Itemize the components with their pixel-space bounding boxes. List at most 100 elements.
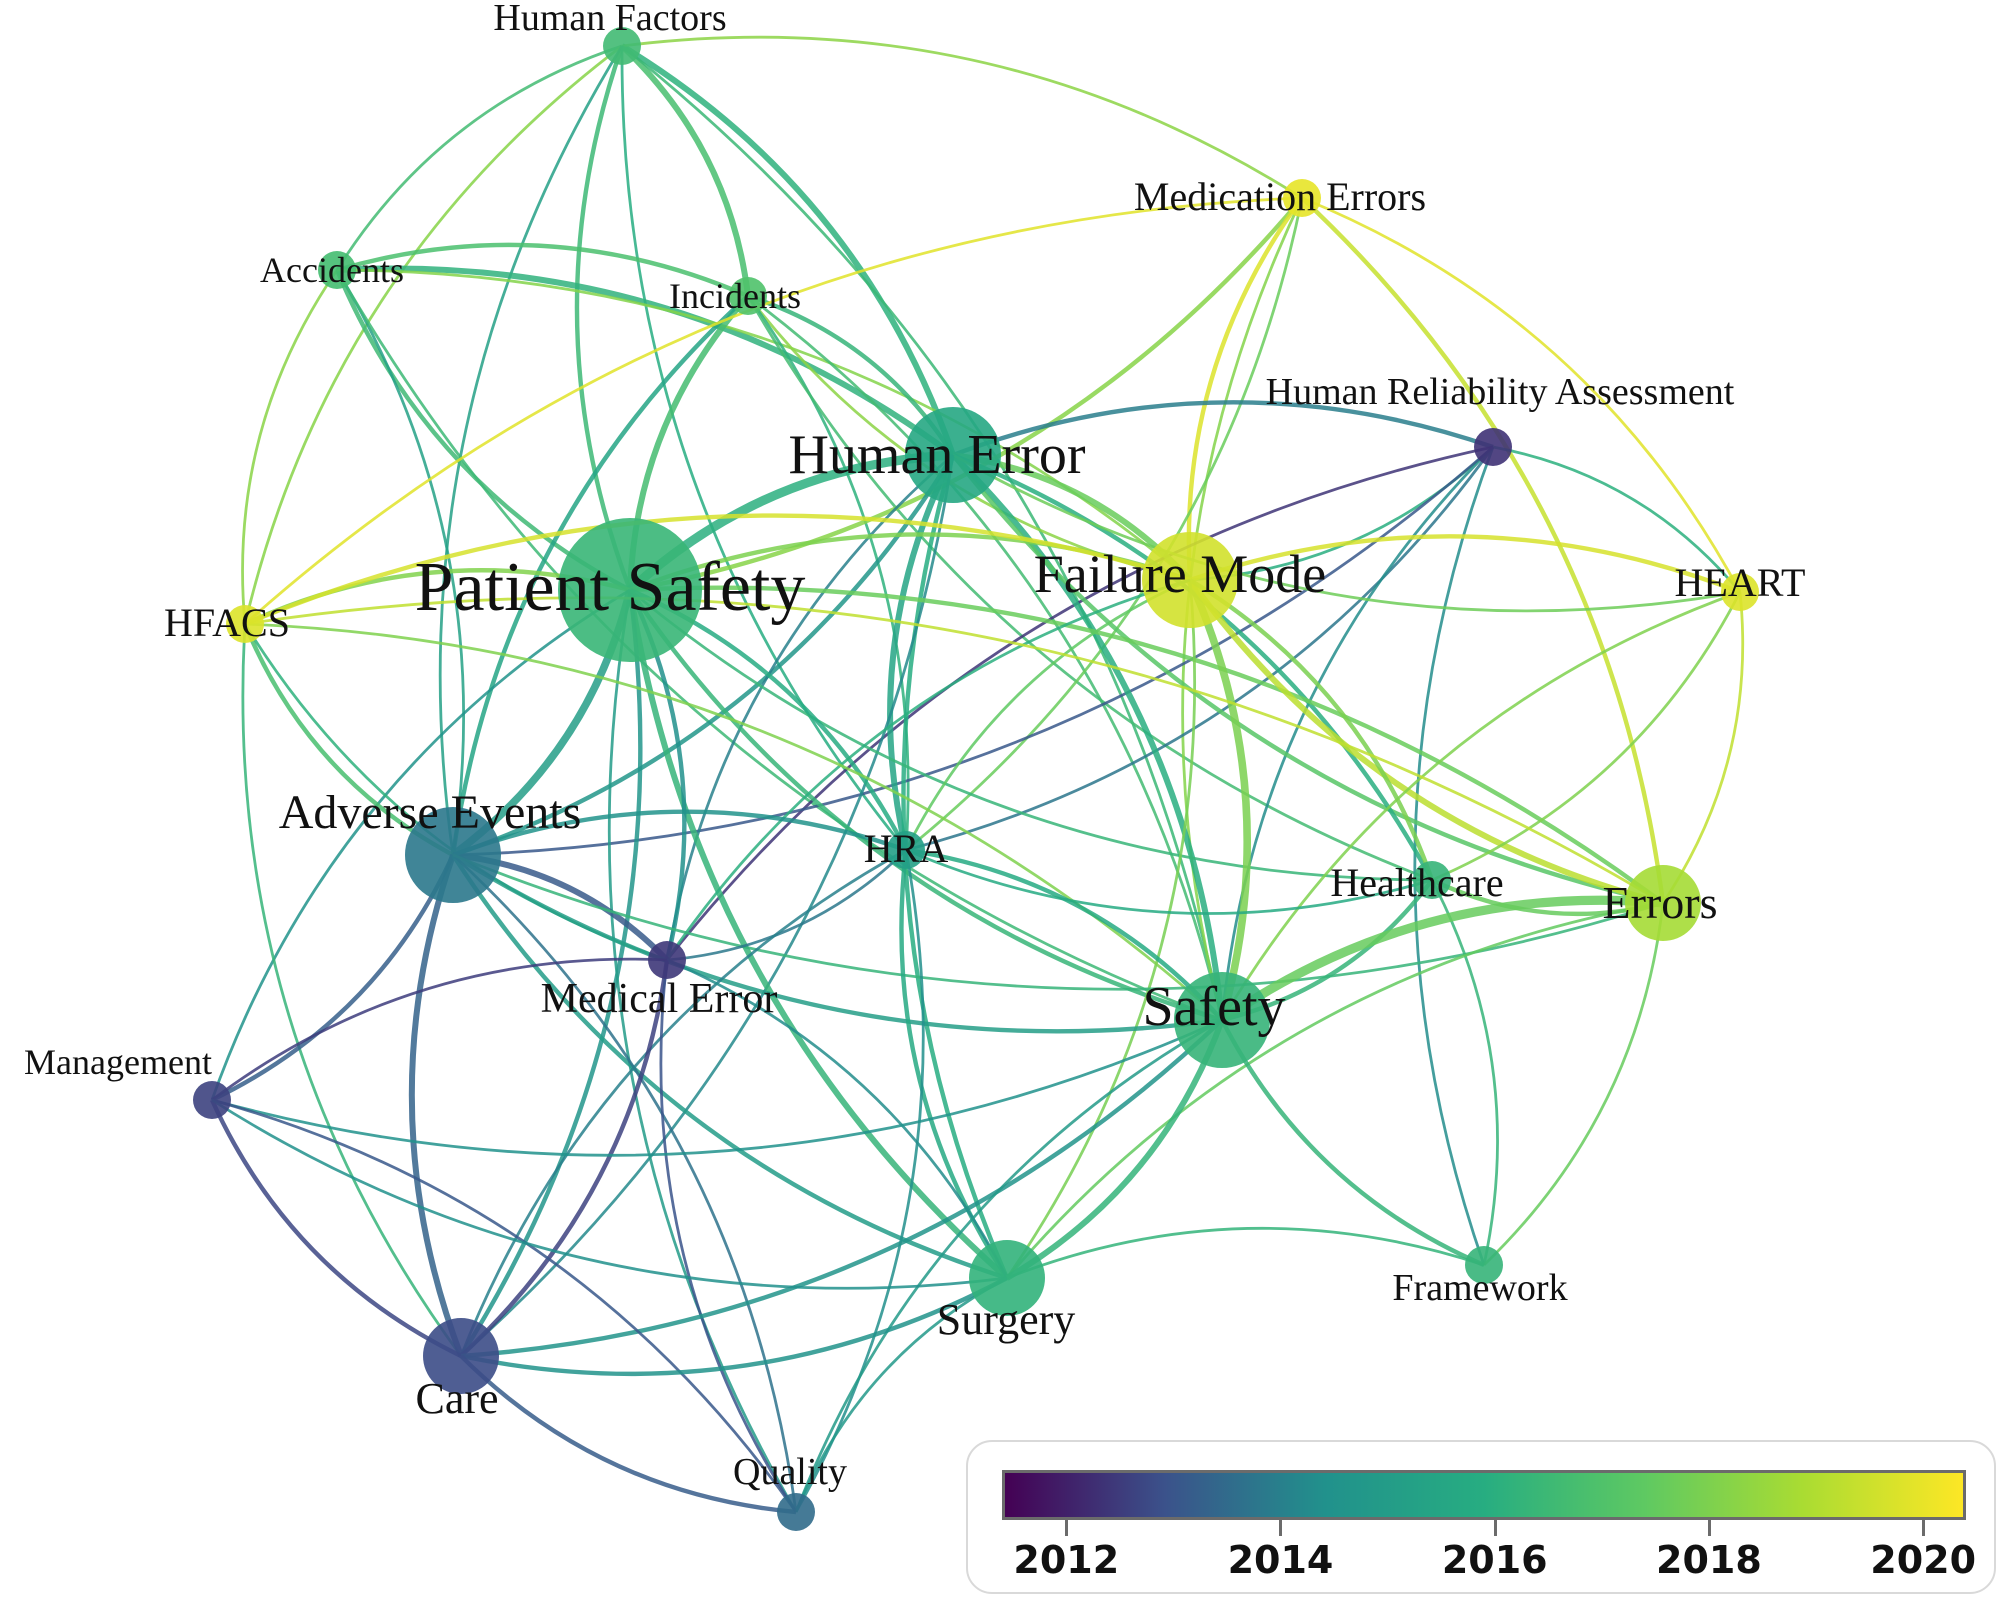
- edge-management-surgery: [211, 1098, 1008, 1290]
- edge-human-error-medical-error: [665, 453, 954, 961]
- label-quality: Quality: [733, 1451, 847, 1493]
- node-medical-error[interactable]: [648, 941, 686, 979]
- edge-management-quality: [211, 1098, 798, 1513]
- node-hra[interactable]: [887, 831, 925, 869]
- edge-failure-mode-hra: [904, 578, 1191, 851]
- edge-adverse-events-care: [408, 854, 464, 1358]
- node-hfacs[interactable]: [226, 605, 264, 643]
- label-incidents: Incidents: [669, 276, 801, 316]
- legend-tick-label-2018: 2018: [1656, 1538, 1762, 1582]
- edge-care-quality: [459, 1354, 797, 1515]
- edge-human-factors-adverse-events: [438, 45, 624, 856]
- edge-failure-mode-safety: [1186, 578, 1251, 1022]
- legend-tick-label-2020: 2020: [1870, 1538, 1977, 1582]
- legend-tick-2020: [1922, 1520, 1926, 1536]
- edge-adverse-events-safety: [451, 853, 1223, 1034]
- label-management: Management: [24, 1042, 212, 1082]
- node-human-reliability-assessment[interactable]: [1474, 428, 1512, 466]
- node-healthcare[interactable]: [1413, 861, 1451, 899]
- node-management[interactable]: [193, 1081, 231, 1119]
- edge-heart-errors: [1661, 591, 1745, 904]
- edge-human-factors-medication-errors: [621, 35, 1303, 200]
- edge-patient-safety-healthcare: [629, 588, 1433, 882]
- node-safety[interactable]: [1174, 972, 1270, 1068]
- edge-human-factors-human-error: [620, 43, 956, 456]
- edge-hra-healthcare: [905, 848, 1433, 915]
- edge-surgery-quality: [794, 1276, 1008, 1513]
- legend-tick-label-2012: 2012: [1013, 1538, 1120, 1582]
- node-human-factors[interactable]: [603, 27, 641, 65]
- edge-incidents-adverse-events: [450, 294, 750, 856]
- legend-tick-2012: [1065, 1520, 1069, 1536]
- edge-human-error-care: [460, 454, 955, 1358]
- legend-tick-2016: [1493, 1520, 1497, 1536]
- label-framework: Framework: [1392, 1267, 1567, 1309]
- edge-human-reliability-assessment-heart: [1492, 445, 1742, 593]
- label-failure-mode: Failure Mode: [1034, 544, 1326, 604]
- edge-medication-errors-heart: [1301, 196, 1742, 593]
- label-healthcare: Healthcare: [1330, 860, 1503, 905]
- network-labels: Human Factors Accidents Incidents Medicatio…: [24, 0, 1805, 1493]
- edge-human-reliability-assessment-adverse-events: [452, 445, 1494, 857]
- edge-human-factors-hfacs: [243, 44, 623, 625]
- node-care[interactable]: [423, 1318, 499, 1394]
- year-legend: 2012 2014 2016 2018 2020: [966, 1440, 1996, 1594]
- edge-human-factors-accidents: [335, 44, 623, 271]
- label-care: Care: [415, 1374, 498, 1423]
- edge-hra-care: [459, 848, 907, 1357]
- label-hfacs: HFACS: [164, 600, 290, 645]
- node-adverse-events[interactable]: [405, 807, 501, 903]
- edge-human-error-safety: [950, 452, 1225, 1021]
- edge-patient-safety-surgery: [627, 589, 1009, 1281]
- edge-safety-surgery: [1005, 1018, 1225, 1281]
- node-heart[interactable]: [1721, 573, 1759, 611]
- edge-errors-framework: [1483, 902, 1665, 1267]
- edge-human-factors-patient-safety: [574, 45, 633, 591]
- edge-medication-errors-errors: [1300, 196, 1666, 904]
- edge-human-error-hra: [887, 453, 956, 851]
- edge-failure-mode-surgery: [1005, 579, 1197, 1279]
- label-human-reliability-assessment: Human Reliability Assessment: [1266, 371, 1735, 413]
- node-medication-errors[interactable]: [1283, 179, 1321, 217]
- edge-surgery-care: [460, 1276, 1009, 1377]
- legend-tick-2014: [1279, 1520, 1283, 1536]
- node-surgery[interactable]: [969, 1240, 1045, 1316]
- edge-patient-safety-management: [210, 588, 631, 1101]
- edge-medical-error-surgery: [666, 958, 1009, 1279]
- edge-human-error-healthcare: [952, 452, 1434, 882]
- node-errors[interactable]: [1625, 865, 1701, 941]
- node-framework[interactable]: [1465, 1246, 1503, 1284]
- label-adverse-events: Adverse Events: [279, 786, 582, 839]
- node-accidents[interactable]: [318, 251, 356, 289]
- edge-healthcare-framework: [1430, 879, 1499, 1266]
- edge-management-care: [209, 1099, 462, 1358]
- edge-patient-safety-care: [459, 589, 643, 1358]
- edge-safety-care: [460, 1018, 1224, 1359]
- node-incidents[interactable]: [729, 277, 767, 315]
- edge-hra-safety: [905, 847, 1224, 1022]
- edge-patient-safety-errors: [629, 585, 1665, 905]
- label-human-error: Human Error: [788, 424, 1085, 486]
- node-failure-mode[interactable]: [1142, 532, 1238, 628]
- edge-hra-medical-error: [666, 849, 907, 962]
- label-accidents: Accidents: [260, 250, 404, 290]
- node-human-error[interactable]: [905, 407, 1001, 503]
- node-patient-safety[interactable]: [558, 518, 702, 662]
- legend-tick-2018: [1707, 1520, 1711, 1536]
- label-patient-safety: Patient Safety: [415, 549, 806, 626]
- edge-errors-surgery: [1005, 901, 1664, 1279]
- edge-hfacs-errors: [244, 596, 1664, 905]
- node-quality[interactable]: [777, 1493, 815, 1531]
- edge-human-reliability-assessment-medical-error: [665, 445, 1494, 961]
- edge-accidents-incidents: [336, 242, 749, 299]
- legend-tick-label-2014: 2014: [1227, 1538, 1334, 1582]
- edge-accidents-safety: [335, 269, 1223, 1022]
- edge-human-error-heart: [952, 453, 1741, 613]
- year-color-bar: [1002, 1470, 1966, 1520]
- edge-human-factors-hra: [620, 45, 908, 851]
- edge-medical-error-care: [459, 959, 670, 1358]
- edge-medical-error-quality: [659, 959, 798, 1513]
- edge-safety-framework: [1220, 1018, 1485, 1268]
- edge-hra-quality: [794, 849, 925, 1513]
